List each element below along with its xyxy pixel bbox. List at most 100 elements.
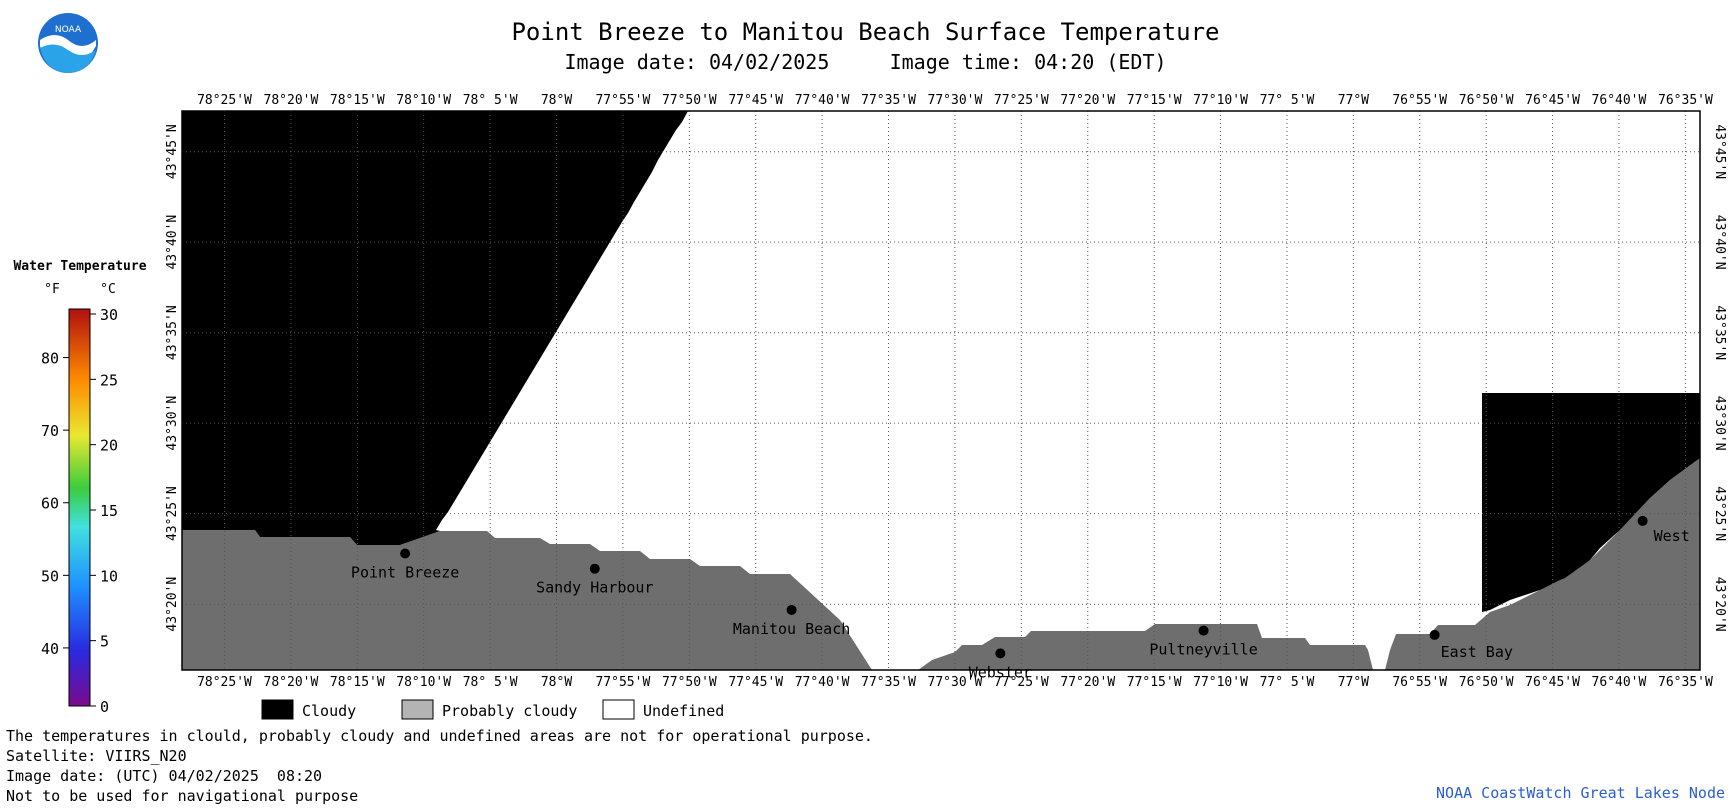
lon-label-bottom: 77°30'W: [928, 675, 983, 690]
lon-label-bottom: 77°45'W: [728, 675, 783, 690]
lat-lon-grid: [182, 111, 1700, 670]
lon-label-bottom: 78°10'W: [396, 675, 451, 690]
place-dot: [995, 648, 1006, 659]
longitude-labels-bottom: 78°25'W 78°20'W 78°15'W 78°10'W 78° 5'W 78°W 7…: [197, 675, 1713, 690]
lon-label-bottom: 77° 5'W: [1260, 675, 1315, 690]
map-subtitle: Image date: 04/02/2025 Image time: 04:20…: [0, 50, 1731, 74]
place-markers: Point Breeze Sandy Harbour Manitou Beach We…: [351, 515, 1690, 681]
lon-label-top: 78°20'W: [264, 93, 319, 108]
lat-label-right: 43°45'N: [1712, 124, 1727, 179]
latitude-labels-left: 43°45'N 43°40'N 43°35'N 43°30'N 43°25'N 43°20…: [165, 124, 180, 631]
legend-key-swatch: [401, 699, 434, 720]
lon-label-top: 77°50'W: [662, 93, 717, 108]
lon-label-top: 78°25'W: [197, 93, 252, 108]
lat-label-left: 43°25'N: [165, 486, 180, 541]
lon-label-top: 78° 5'W: [463, 93, 518, 108]
lon-label-top: 77°25'W: [994, 93, 1049, 108]
lat-label-left: 43°40'N: [165, 215, 180, 270]
lon-label-top: 76°55'W: [1392, 93, 1447, 108]
lon-label-top: 76°45'W: [1525, 93, 1580, 108]
fahrenheit-tick-label: 70: [41, 422, 59, 440]
footer-utc-date: Image date: (UTC) 04/02/2025 08:20: [6, 767, 323, 785]
footer-credit: NOAA CoastWatch Great Lakes Node: [1436, 784, 1725, 802]
footer-disclaimer: The temperatures in clould, probably clo…: [6, 727, 873, 745]
lat-label-right: 43°40'N: [1712, 215, 1727, 270]
fahrenheit-tick-label: 40: [41, 640, 59, 658]
place-label: East Bay: [1441, 643, 1513, 661]
longitude-labels-top: 78°25'W 78°20'W 78°15'W 78°10'W 78° 5'W 78°W 7…: [197, 93, 1713, 108]
celsius-tick-label: 30: [100, 306, 118, 324]
lon-label-bottom: 76°40'W: [1592, 675, 1647, 690]
legend-key-swatch: [602, 699, 635, 720]
legend-key-label: Probably cloudy: [442, 702, 577, 720]
legend-unit-fahrenheit: °F: [44, 282, 60, 297]
lon-label-bottom: 76°55'W: [1392, 675, 1447, 690]
lon-label-bottom: 77°15'W: [1127, 675, 1182, 690]
place-dot: [400, 548, 411, 559]
celsius-tick-label: 25: [100, 371, 118, 389]
fahrenheit-tick-label: 60: [41, 495, 59, 513]
probably-cloudy-coastal-strip-west: [182, 530, 872, 670]
legend-key-label: Cloudy: [302, 702, 356, 720]
place-label: West: [1654, 527, 1690, 545]
celsius-tick-label: 20: [100, 437, 118, 455]
map-title: Point Breeze to Manitou Beach Surface Te…: [511, 18, 1220, 46]
lon-label-bottom: 78°15'W: [330, 675, 385, 690]
footer-navigation-note: Not to be used for navigational purpose: [6, 787, 359, 805]
place-label: Pultneyville: [1149, 641, 1257, 659]
lon-label-bottom: 77°50'W: [662, 675, 717, 690]
lon-label-top: 77°30'W: [928, 93, 983, 108]
color-scale-bar: [68, 308, 91, 707]
logo-lettering: NOAA: [55, 25, 82, 35]
lon-label-top: 77°15'W: [1127, 93, 1182, 108]
legend-key-swatch: [261, 699, 294, 720]
lon-label-bottom: 78°25'W: [197, 675, 252, 690]
lon-label-top: 76°50'W: [1459, 93, 1514, 108]
place-label: Manitou Beach: [733, 620, 850, 638]
lon-label-bottom: 77°10'W: [1193, 675, 1248, 690]
image-date-time: Image date: 04/02/2025 Image time: 04:20…: [564, 50, 1167, 74]
lon-label-top: 77°35'W: [861, 93, 916, 108]
place-dot: [1429, 629, 1440, 640]
lon-label-bottom: 77°W: [1338, 675, 1369, 690]
celsius-ticks: 0 5 10 15 20 25 30: [90, 306, 118, 716]
lon-label-top: 78°15'W: [330, 93, 385, 108]
lon-label-top: 77°40'W: [795, 93, 850, 108]
lat-label-left: 43°35'N: [165, 305, 180, 360]
place-dot: [1637, 515, 1648, 526]
lon-label-top: 77°55'W: [595, 93, 650, 108]
cloudy-region-east: [1482, 393, 1700, 612]
fahrenheit-tick-label: 50: [41, 567, 59, 585]
lon-label-top: 77°10'W: [1193, 93, 1248, 108]
lon-label-bottom: 77°35'W: [861, 675, 916, 690]
cloudy-region-northwest: [182, 111, 688, 545]
lon-label-top: 77°W: [1338, 93, 1369, 108]
celsius-tick-label: 15: [100, 502, 118, 520]
lon-label-top: 76°35'W: [1658, 93, 1713, 108]
place-dot: [589, 563, 600, 574]
lon-label-top: 78°10'W: [396, 93, 451, 108]
lon-label-top: 77°45'W: [728, 93, 783, 108]
celsius-tick-label: 0: [100, 698, 109, 716]
footer-satellite: Satellite: VIIRS_N20: [6, 747, 187, 765]
fahrenheit-tick-label: 80: [41, 350, 59, 368]
lat-label-right: 43°30'N: [1712, 396, 1727, 451]
map-frame: [181, 110, 1701, 671]
fahrenheit-ticks: 40 50 60 70 80: [41, 350, 69, 658]
area-legend: Cloudy Probably cloudy Undefined: [261, 699, 724, 720]
lon-label-bottom: 77°55'W: [595, 675, 650, 690]
place-dot: [786, 604, 797, 615]
lat-label-right: 43°25'N: [1712, 486, 1727, 541]
lat-label-left: 43°30'N: [165, 396, 180, 451]
lon-label-bottom: 76°35'W: [1658, 675, 1713, 690]
temperature-legend: Water Temperature °F °C 40 50 60 70 80 0 5 10 1…: [13, 259, 146, 716]
lon-label-top: 76°40'W: [1592, 93, 1647, 108]
latitude-labels-right: 43°45'N 43°40'N 43°35'N 43°30'N 43°25'N 43°20…: [1712, 124, 1727, 631]
lon-label-top: 77°20'W: [1060, 93, 1115, 108]
legend-title: Water Temperature: [13, 259, 146, 274]
lon-label-bottom: 77°40'W: [795, 675, 850, 690]
lon-label-bottom: 78°20'W: [264, 675, 319, 690]
lat-label-right: 43°35'N: [1712, 305, 1727, 360]
